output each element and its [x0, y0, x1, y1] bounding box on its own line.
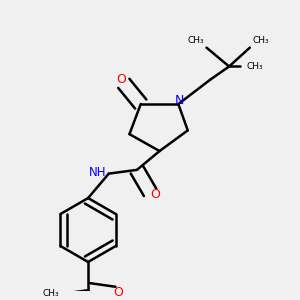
- Text: O: O: [150, 188, 160, 201]
- Text: O: O: [113, 286, 123, 299]
- Text: CH₃: CH₃: [253, 36, 269, 45]
- Text: CH₃: CH₃: [187, 36, 204, 45]
- Text: CH₃: CH₃: [42, 290, 59, 298]
- Text: N: N: [175, 94, 184, 107]
- Text: O: O: [116, 74, 126, 86]
- Text: NH: NH: [89, 166, 106, 179]
- Text: CH₃: CH₃: [246, 62, 263, 71]
